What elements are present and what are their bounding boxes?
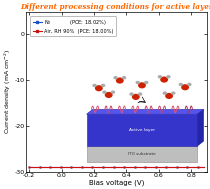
Title: Different processing conditions for active layer: Different processing conditions for acti…	[20, 3, 210, 11]
Y-axis label: Current density (mA cm$^{-2}$): Current density (mA cm$^{-2}$)	[3, 49, 13, 134]
Legend: N$_2$            (PCE: 18.02%), Air, RH 90%  (PCE: 18.00%): N$_2$ (PCE: 18.02%), Air, RH 90% (PCE: 1…	[30, 16, 116, 36]
X-axis label: Bias voltage (V): Bias voltage (V)	[89, 180, 144, 186]
